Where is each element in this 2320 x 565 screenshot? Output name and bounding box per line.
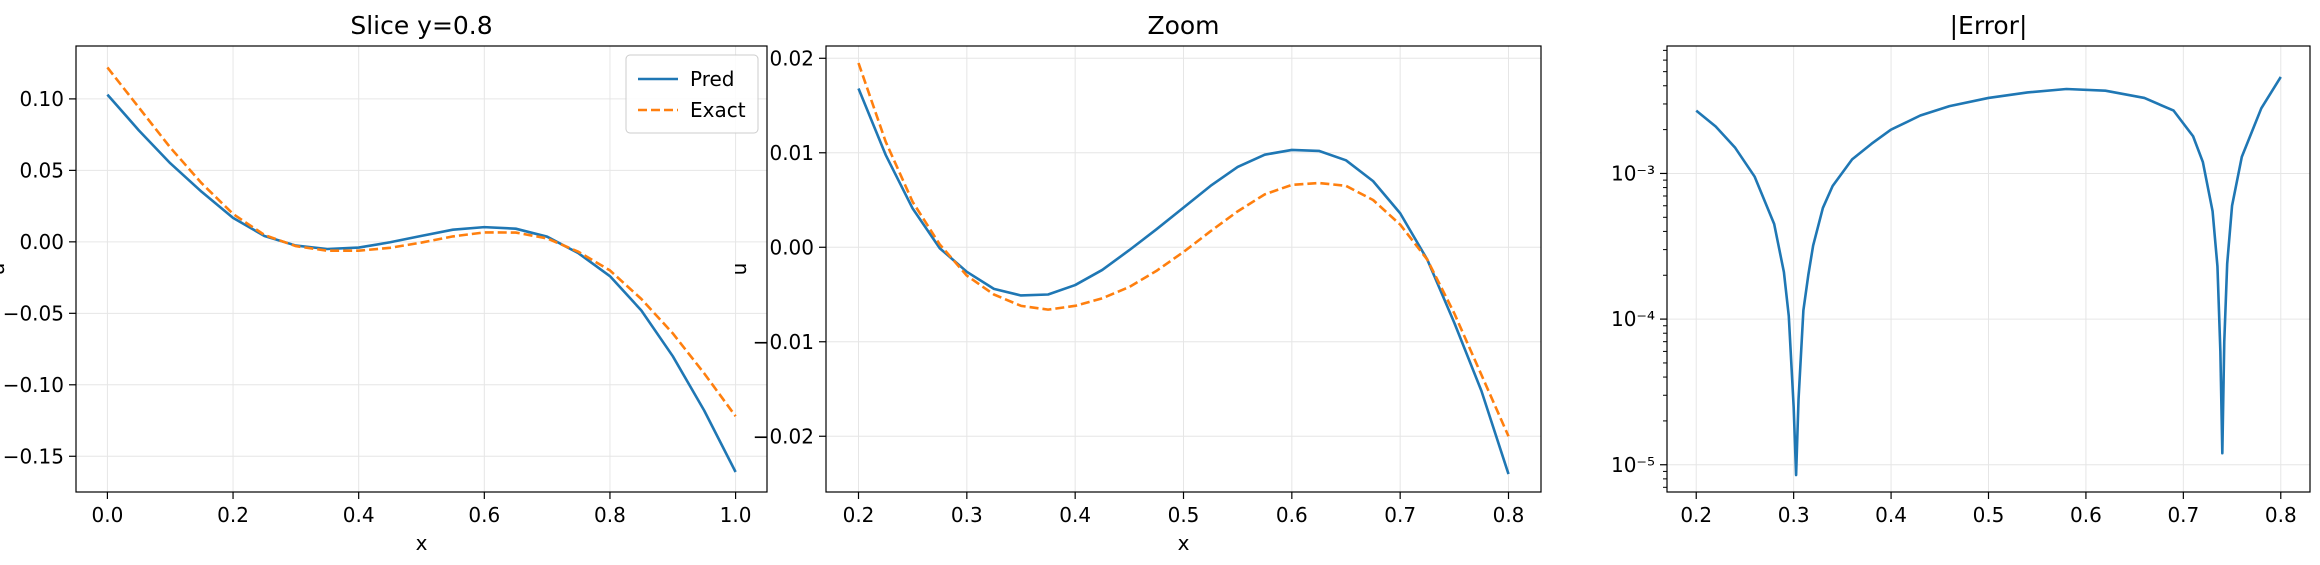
series-line-error (1695, 76, 2282, 477)
y-tick-label: −0.01 (753, 330, 814, 354)
series-line-exact (857, 62, 1510, 437)
x-tick-label: 0.7 (2167, 503, 2199, 527)
x-tick-label: 0.2 (1680, 503, 1712, 527)
x-tick-label: 0.4 (1875, 503, 1907, 527)
y-tick-label: 10⁻⁴ (1611, 307, 1655, 331)
x-tick-label: 0.6 (2070, 503, 2102, 527)
y-tick-label: 10⁻³ (1611, 161, 1655, 185)
x-tick-label: 0.6 (1276, 503, 1308, 527)
x-tick-label: 0.5 (1168, 503, 1200, 527)
x-tick-label: 0.2 (217, 503, 249, 527)
x-tick-label: 0.4 (1059, 503, 1091, 527)
legend-label-pred: Pred (690, 67, 735, 91)
x-tick-label: 0.3 (951, 503, 983, 527)
error-panel: 0.2 0.3 0.4 0.5 0.6 0.7 0.8 10⁻⁵ 10⁻⁴ 10⁻³ |Error| (1611, 11, 2311, 527)
chart-title: Slice y=0.8 (350, 11, 492, 40)
x-axis-label: x (416, 531, 428, 555)
y-tick-label: −0.15 (3, 444, 64, 468)
y-tick-label: −0.05 (3, 301, 64, 325)
x-tick-label: 0.8 (1493, 503, 1525, 527)
x-tick-label: 0.3 (1778, 503, 1810, 527)
y-axis-label: u (727, 263, 751, 276)
x-tick-label: 0.6 (468, 503, 500, 527)
x-tick-label: 1.0 (720, 503, 752, 527)
x-tick-label: 0.0 (92, 503, 124, 527)
x-tick-label: 0.5 (1973, 503, 2005, 527)
series-line-pred (106, 93, 737, 473)
y-tick-label: 10⁻⁵ (1611, 453, 1655, 477)
y-tick-label: −0.02 (753, 424, 814, 448)
x-tick-label: 0.2 (843, 503, 875, 527)
y-tick-label: 0.02 (769, 46, 814, 70)
series-line-exact (106, 66, 737, 418)
y-tick-label: −0.10 (3, 373, 64, 397)
y-tick-label: 0.10 (19, 87, 64, 111)
y-tick-label: 0.00 (19, 230, 64, 254)
slice-panel: 0.0 0.2 0.4 0.6 0.8 1.0 −0.15 −0.10 −0.05 0.00 0.0… (0, 11, 768, 555)
y-axis-label: u (0, 263, 9, 276)
x-tick-label: 0.8 (594, 503, 626, 527)
y-tick-label: 0.00 (769, 235, 814, 259)
series-line-pred (857, 88, 1510, 475)
y-tick-label: 0.01 (769, 141, 814, 165)
x-axis-label: x (1178, 531, 1190, 555)
x-tick-label: 0.4 (343, 503, 375, 527)
zoom-panel: 0.2 0.3 0.4 0.5 0.6 0.7 0.8 −0.02 −0.01 0.00 0.01 0… (727, 11, 1542, 555)
x-tick-label: 0.8 (2265, 503, 2297, 527)
y-tick-label: 0.05 (19, 158, 64, 182)
x-tick-label: 0.7 (1384, 503, 1416, 527)
chart-title: Zoom (1147, 11, 1219, 40)
chart-title: |Error| (1950, 11, 2028, 40)
legend-label-exact: Exact (690, 98, 746, 122)
axes-frame (75, 45, 768, 493)
legend: Pred Exact (625, 54, 759, 134)
legend-box (625, 54, 759, 134)
